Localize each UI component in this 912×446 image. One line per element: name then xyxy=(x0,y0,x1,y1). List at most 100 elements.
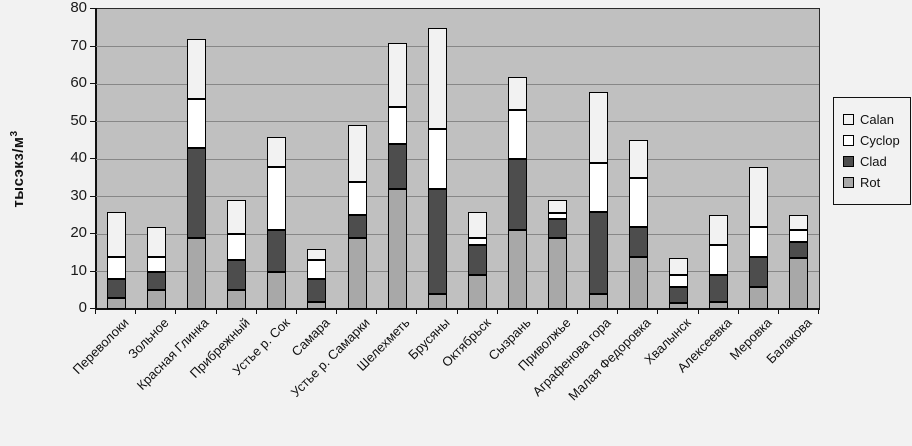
y-tick-label: 50 xyxy=(70,111,87,129)
bar-segment-rot xyxy=(427,294,447,309)
y-axis-title-superscript: 3 xyxy=(9,130,20,137)
x-axis-line xyxy=(95,308,820,310)
bar-column xyxy=(267,136,287,309)
bar-segment-clad xyxy=(267,230,287,272)
y-tick-mark xyxy=(90,83,95,84)
y-tick-mark xyxy=(90,120,95,122)
x-tick-mark xyxy=(416,309,418,314)
x-tick-mark xyxy=(536,309,538,314)
y-tick-label: 30 xyxy=(70,186,87,204)
bar-column xyxy=(106,211,126,309)
x-tick-mark xyxy=(737,309,739,314)
y-tick-mark xyxy=(90,195,95,197)
bar-column xyxy=(347,125,367,309)
bar-segment-calan xyxy=(548,200,568,214)
bar-column xyxy=(789,215,809,309)
bar-segment-rot xyxy=(668,303,688,309)
bar-segment-rot xyxy=(106,297,126,309)
bar-segment-clad xyxy=(709,275,729,302)
bar-segment-clad xyxy=(146,271,166,291)
legend-swatch-calan xyxy=(843,114,854,125)
y-tick-label: 40 xyxy=(70,149,87,166)
bar-segment-rot xyxy=(628,256,648,309)
bar-segment-clad xyxy=(789,241,809,259)
gridline xyxy=(96,271,819,272)
legend: Calan Cyclop Clad Rot xyxy=(833,97,911,205)
bar-segment-rot xyxy=(347,237,367,309)
bar-column xyxy=(749,166,769,309)
bar-segment-cyclop xyxy=(307,260,327,279)
bar-column xyxy=(508,76,528,309)
bar-segment-cyclop xyxy=(709,245,729,276)
bar-segment-cyclop xyxy=(789,230,809,242)
bar-segment-calan xyxy=(146,226,166,257)
x-tick-mark xyxy=(215,309,217,314)
bar-column xyxy=(427,27,447,309)
bar-segment-cyclop xyxy=(508,110,528,159)
bar-segment-calan xyxy=(749,166,769,227)
x-tick-mark xyxy=(295,309,297,314)
bar-segment-clad xyxy=(186,147,206,238)
x-tick-mark xyxy=(376,309,378,314)
bar-segment-calan xyxy=(789,215,809,231)
bar-segment-rot xyxy=(588,294,608,309)
bar-segment-cyclop xyxy=(749,226,769,257)
bar-segment-rot xyxy=(709,301,729,309)
bar-column xyxy=(468,211,488,309)
bar-column xyxy=(227,200,247,309)
x-tick-mark xyxy=(577,309,578,314)
bar-segment-clad xyxy=(749,256,769,287)
bar-segment-rot xyxy=(789,258,809,309)
legend-item-calan: Calan xyxy=(843,112,904,127)
y-tick-label: 60 xyxy=(70,74,87,91)
y-tick-label: 0 xyxy=(78,299,87,316)
bar-column xyxy=(186,39,206,309)
bar-segment-clad xyxy=(427,189,447,294)
bar-segment-cyclop xyxy=(227,234,247,261)
legend-item-clad: Clad xyxy=(843,154,904,169)
x-tick-mark xyxy=(496,309,498,314)
bar-segment-rot xyxy=(508,230,528,309)
bar-segment-cyclop xyxy=(186,99,206,148)
bar-segment-cyclop xyxy=(146,256,166,272)
bar-segment-calan xyxy=(427,27,447,129)
bar-segment-calan xyxy=(387,42,407,107)
bar-segment-calan xyxy=(508,76,528,111)
bar-column xyxy=(668,258,688,309)
bar-segment-rot xyxy=(227,290,247,309)
bar-segment-cyclop xyxy=(468,237,488,246)
bar-segment-calan xyxy=(227,200,247,234)
bar-segment-cyclop xyxy=(347,181,367,216)
bar-segment-clad xyxy=(548,219,568,238)
y-tick-mark xyxy=(90,158,95,159)
bar-segment-cyclop xyxy=(387,106,407,144)
bar-segment-calan xyxy=(347,125,367,182)
bar-segment-cyclop xyxy=(548,213,568,219)
bar-segment-rot xyxy=(749,286,769,309)
x-tick-mark xyxy=(697,309,699,314)
y-tick-mark xyxy=(90,308,95,309)
gridline xyxy=(96,233,819,235)
bar-segment-clad xyxy=(668,286,688,304)
bar-column xyxy=(146,226,166,309)
y-tick-label: 80 xyxy=(70,0,87,16)
bar-segment-calan xyxy=(307,249,327,261)
x-tick-mark xyxy=(657,309,659,314)
bar-column xyxy=(387,42,407,309)
x-tick-mark xyxy=(456,309,458,314)
gridline xyxy=(96,196,819,197)
bar-segment-rot xyxy=(186,237,206,309)
bar-segment-clad xyxy=(387,144,407,189)
gridline xyxy=(96,121,819,122)
x-tick-mark xyxy=(255,309,257,314)
y-tick-mark xyxy=(90,233,95,234)
bar-segment-calan xyxy=(628,140,648,178)
bar-segment-calan xyxy=(186,39,206,99)
bar-segment-clad xyxy=(588,211,608,294)
x-tick-mark xyxy=(135,309,137,314)
bar-segment-calan xyxy=(468,211,488,238)
bar-segment-calan xyxy=(588,91,608,163)
y-tick-label: 20 xyxy=(70,224,87,241)
bar-segment-cyclop xyxy=(588,162,608,212)
